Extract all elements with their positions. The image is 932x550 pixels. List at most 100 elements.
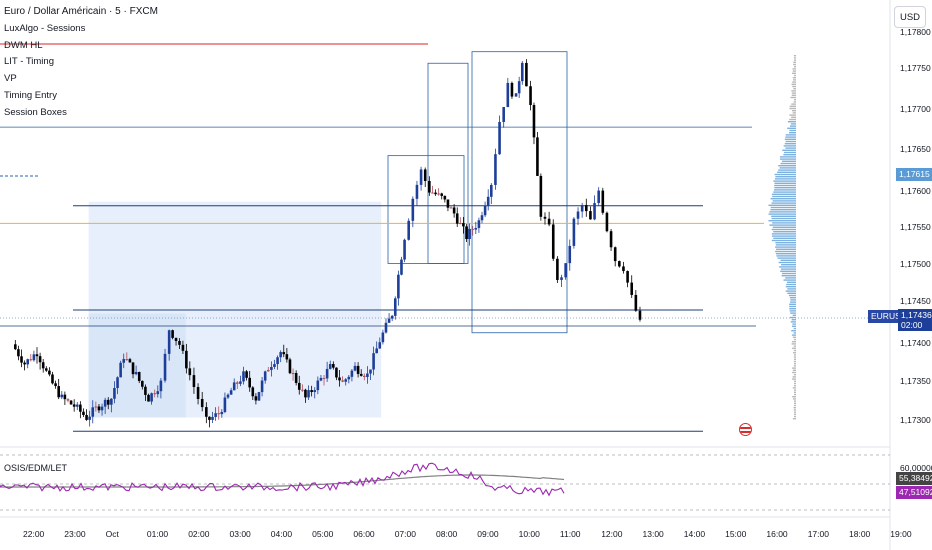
volume-profile-bar	[778, 165, 796, 167]
candle-body	[536, 137, 539, 176]
poc-price-tag: 1,17615	[896, 168, 932, 181]
candle-body	[260, 380, 264, 393]
volume-profile-bar	[769, 211, 796, 213]
candle-body	[32, 354, 36, 361]
candle-body	[205, 407, 208, 417]
candle-body	[257, 392, 261, 401]
time-tick: 16:00	[766, 529, 788, 539]
candle-body	[41, 362, 45, 369]
candle-body	[310, 390, 313, 393]
candle-body	[181, 344, 185, 351]
volume-profile-bar	[793, 352, 796, 354]
time-tick: 22:00	[23, 529, 45, 539]
candle-body	[254, 396, 258, 401]
volume-profile-bar	[785, 286, 796, 288]
volume-profile-bar	[783, 145, 796, 147]
indicator-session-boxes[interactable]: Session Boxes	[4, 106, 67, 118]
volume-profile-bar	[782, 149, 796, 151]
candle-body	[338, 377, 341, 381]
volume-profile-bar	[794, 354, 796, 356]
volume-profile-bar	[791, 90, 796, 92]
candle-body	[332, 364, 335, 368]
candle-body	[85, 415, 88, 420]
candle-body	[532, 105, 536, 138]
indicator-luxalgo-sessions[interactable]: LuxAlgo - Sessions	[4, 22, 86, 34]
volume-profile-bar	[775, 253, 796, 255]
volume-profile-bar	[782, 272, 796, 275]
volume-profile-bar	[768, 213, 796, 215]
candle-body	[79, 404, 82, 412]
candle-body	[609, 231, 613, 248]
candle-body	[560, 277, 563, 280]
volume-profile-bar	[771, 235, 796, 237]
candle-body	[313, 390, 317, 393]
volume-profile-bar	[784, 138, 796, 140]
volume-profile-bar	[779, 158, 796, 160]
candle-body	[63, 394, 67, 400]
volume-profile-bar	[794, 413, 796, 415]
oscillator-title[interactable]: OSIS/EDM/LET	[4, 463, 68, 473]
indicator-vp[interactable]: VP	[4, 73, 17, 85]
volume-profile-bar	[792, 378, 796, 380]
volume-profile-bar	[776, 255, 796, 257]
candle-body	[26, 359, 30, 365]
candle-body	[539, 175, 543, 217]
volume-profile-bar	[793, 101, 796, 103]
candle-body	[57, 386, 60, 398]
volume-profile-bar	[775, 176, 796, 178]
volume-profile-bar	[774, 182, 796, 184]
oscillator-top-value: 60,00000	[900, 463, 932, 473]
indicator-dwm-hl[interactable]: DWM HL	[4, 39, 43, 51]
currency-selector[interactable]: USD	[894, 6, 926, 28]
candle-body	[273, 364, 276, 367]
candle-body	[474, 227, 478, 230]
price-tick: 1,17500	[900, 259, 931, 269]
us-flag-event-icon[interactable]	[739, 423, 752, 436]
volume-profile-bar	[779, 266, 796, 268]
candle-body	[163, 353, 167, 381]
volume-profile-bar	[793, 365, 796, 367]
candle-body	[622, 266, 625, 272]
candle-body	[459, 223, 462, 225]
chart-title[interactable]: Euro / Dollar Américain · 5 · FXCM	[4, 6, 158, 17]
candle-body	[551, 224, 555, 259]
time-tick: 01:00	[146, 529, 169, 539]
candle-body	[192, 375, 196, 388]
volume-profile-bar	[790, 312, 796, 314]
candle-body	[372, 353, 375, 370]
volume-profile-bar	[794, 338, 796, 341]
volume-profile-bar	[789, 114, 796, 116]
volume-profile-bar	[773, 237, 796, 239]
candle-body	[502, 107, 505, 122]
volume-profile-bar	[792, 376, 796, 378]
candle-body	[580, 205, 584, 212]
indicator-lit-timing[interactable]: LIT - Timing	[4, 56, 54, 68]
volume-profile-bar	[794, 404, 796, 407]
volume-profile-bar	[792, 314, 796, 316]
time-tick: 11:00	[559, 529, 581, 539]
candle-body	[174, 337, 178, 341]
candle-body	[397, 274, 400, 299]
candle-body	[54, 383, 57, 387]
candle-body	[242, 371, 245, 382]
volume-profile-bar	[773, 231, 796, 233]
candle-body	[214, 413, 217, 417]
volume-profile-bar	[783, 154, 796, 156]
candle-body	[547, 218, 551, 225]
volume-profile-bar	[793, 360, 796, 363]
volume-profile-bar	[792, 72, 796, 74]
candle-body	[634, 294, 638, 311]
volume-profile-bar	[789, 132, 796, 134]
volume-profile-bar	[791, 94, 796, 96]
volume-profile-bar	[773, 191, 796, 193]
volume-profile-bar	[771, 202, 796, 204]
indicator-timing-entry[interactable]: Timing Entry	[4, 89, 57, 101]
volume-profile-bar	[792, 110, 796, 112]
volume-profile-bar	[794, 385, 796, 387]
volume-profile-bar	[794, 374, 796, 376]
volume-profile-bar	[771, 233, 796, 235]
volume-profile-bar	[792, 77, 796, 79]
time-tick: 07:00	[394, 529, 416, 539]
